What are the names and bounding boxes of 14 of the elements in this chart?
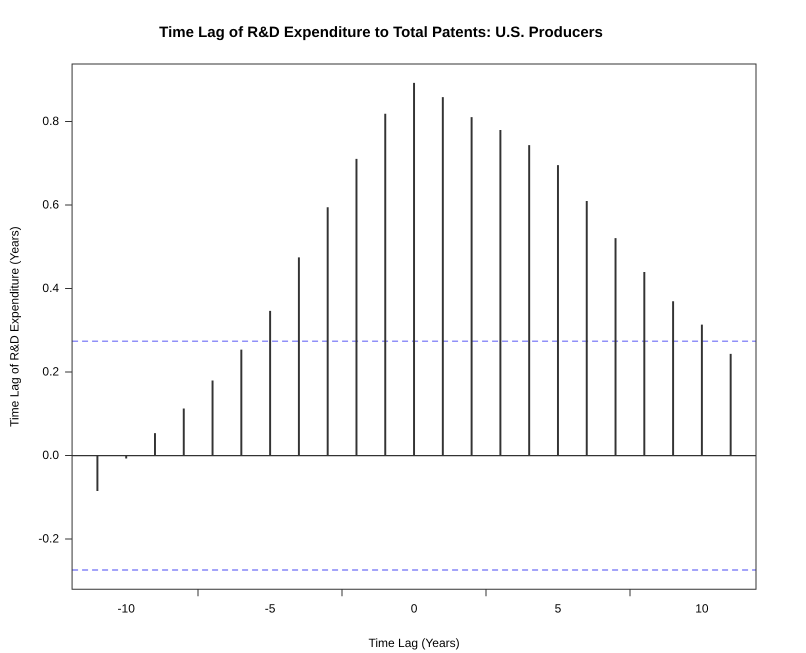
y-tick-label: 0.6 [42,197,60,212]
x-tick-label: -10 [118,602,136,616]
y-tick-label: 0.4 [42,280,60,295]
x-tick-label: 10 [695,602,709,616]
x-axis-title: Time Lag (Years) [368,636,460,650]
x-tick-label: 0 [410,602,418,616]
y-tick-label: 0.8 [42,114,60,128]
y-tick-label: 0.2 [42,364,60,378]
x-tick-label: -5 [264,602,276,616]
y-tick-label: -0.2 [38,531,60,546]
chart-title: Time Lag of R&D Expenditure to Total Patents: U.S. Producers [159,24,603,42]
y-tick-label: 0.0 [42,448,60,462]
x-tick-label: 5 [554,602,562,616]
y-axis-title: Time Lag of R&D Expenditure (Years) [8,226,22,427]
